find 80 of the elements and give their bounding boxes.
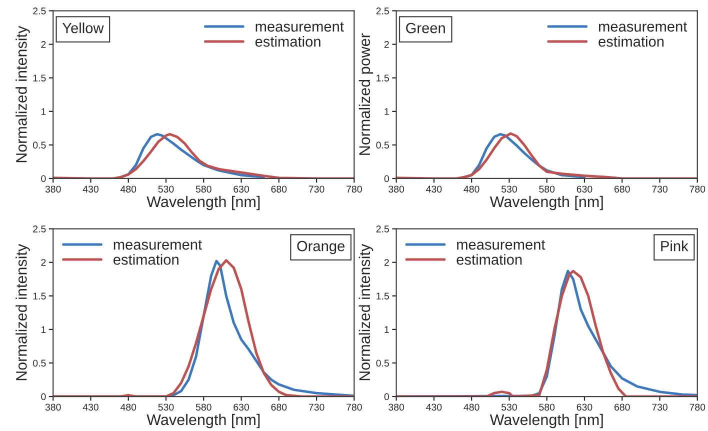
y-tick-label: 0 <box>41 393 46 400</box>
y-tick-label: 2.5 <box>33 226 46 232</box>
x-tick-label: 380 <box>388 186 404 193</box>
y-axis-title: Normalized intensity <box>16 26 30 162</box>
x-tick-label: 530 <box>501 404 517 411</box>
x-tick-label: 580 <box>539 186 555 193</box>
x-tick-label: 430 <box>426 186 442 193</box>
x-tick-label: 530 <box>501 186 517 193</box>
x-tick-label: 380 <box>45 186 61 193</box>
y-tick-label: 1 <box>41 326 46 333</box>
x-tick-label: 380 <box>45 404 61 411</box>
x-tick-label: 380 <box>388 404 404 411</box>
x-tick-label: 730 <box>652 186 668 193</box>
x-tick-label: 480 <box>120 404 136 411</box>
y-tick-label: 0 <box>41 175 46 182</box>
y-axis-title: Normalized intensity <box>358 244 374 380</box>
legend-label: estimation <box>456 254 522 265</box>
x-tick-label: 630 <box>576 186 592 193</box>
y-tick-label: 2.5 <box>376 226 389 232</box>
y-tick-label: 0 <box>384 393 389 400</box>
x-tick-label: 730 <box>308 186 324 193</box>
y-tick-label: 2.5 <box>33 8 46 14</box>
x-tick-label: 530 <box>158 186 174 193</box>
y-tick-label: 0.5 <box>376 142 389 149</box>
x-tick-label: 580 <box>196 404 212 411</box>
x-tick-label: 780 <box>346 186 362 193</box>
y-tick-label: 2.5 <box>376 8 389 14</box>
x-tick-label: 780 <box>346 404 362 411</box>
y-tick-label: 1.5 <box>376 292 389 300</box>
annotation: Green <box>406 22 445 34</box>
x-tick-label: 630 <box>234 404 249 411</box>
y-tick-label: 0 <box>384 175 389 182</box>
legend-label: measurement <box>457 240 546 250</box>
y-tick-label: 2 <box>41 41 46 48</box>
x-axis-title: Wavelength [nm] <box>146 414 260 428</box>
legend-label: measurement <box>598 22 688 32</box>
annotation: Orange <box>297 240 344 254</box>
legend-label: measurement <box>114 240 202 250</box>
legend-label: estimation <box>598 36 664 47</box>
x-axis-title: Wavelength [nm] <box>146 196 260 210</box>
x-tick-label: 630 <box>576 404 592 411</box>
y-tick-label: 1 <box>384 326 389 333</box>
annotation: Pink <box>661 240 688 252</box>
y-tick-label: 2 <box>41 259 46 266</box>
x-axis-title: Wavelength [nm] <box>490 414 603 428</box>
x-tick-label: 730 <box>308 404 324 411</box>
x-tick-label: 430 <box>426 404 442 411</box>
x-tick-label: 580 <box>196 186 212 193</box>
y-tick-label: 2 <box>384 41 389 48</box>
x-tick-label: 530 <box>158 404 174 411</box>
y-tick-label: 1.5 <box>376 74 389 82</box>
legend-label: measurement <box>256 22 344 32</box>
x-tick-label: 630 <box>234 186 249 193</box>
legend-label: estimation <box>114 254 178 265</box>
x-tick-label: 430 <box>82 186 98 193</box>
x-axis-title: Wavelength [nm] <box>490 196 603 210</box>
x-tick-label: 580 <box>539 404 555 411</box>
x-tick-label: 480 <box>464 404 480 411</box>
legend-label: estimation <box>255 36 320 47</box>
y-tick-label: 1.5 <box>33 292 46 300</box>
y-tick-label: 0.5 <box>33 142 46 149</box>
y-tick-label: 1 <box>384 108 389 115</box>
y-axis-title: Normalized power <box>358 33 374 155</box>
x-tick-label: 730 <box>652 404 668 411</box>
y-tick-label: 0.5 <box>376 360 389 367</box>
y-axis-title: Normalized intensity <box>16 244 30 380</box>
y-tick-label: 0.5 <box>33 360 46 367</box>
x-tick-label: 680 <box>614 404 630 411</box>
x-tick-label: 430 <box>82 404 98 411</box>
x-tick-label: 480 <box>120 186 136 193</box>
x-tick-label: 480 <box>464 186 480 193</box>
x-tick-label: 780 <box>690 186 706 193</box>
x-tick-label: 680 <box>271 404 287 411</box>
y-tick-label: 2 <box>384 259 389 266</box>
y-tick-label: 1.5 <box>33 74 46 82</box>
y-tick-label: 1 <box>41 108 46 115</box>
x-tick-label: 680 <box>271 186 287 193</box>
x-tick-label: 780 <box>690 404 706 411</box>
x-tick-label: 680 <box>614 186 630 193</box>
annotation: Yellow <box>62 22 104 34</box>
